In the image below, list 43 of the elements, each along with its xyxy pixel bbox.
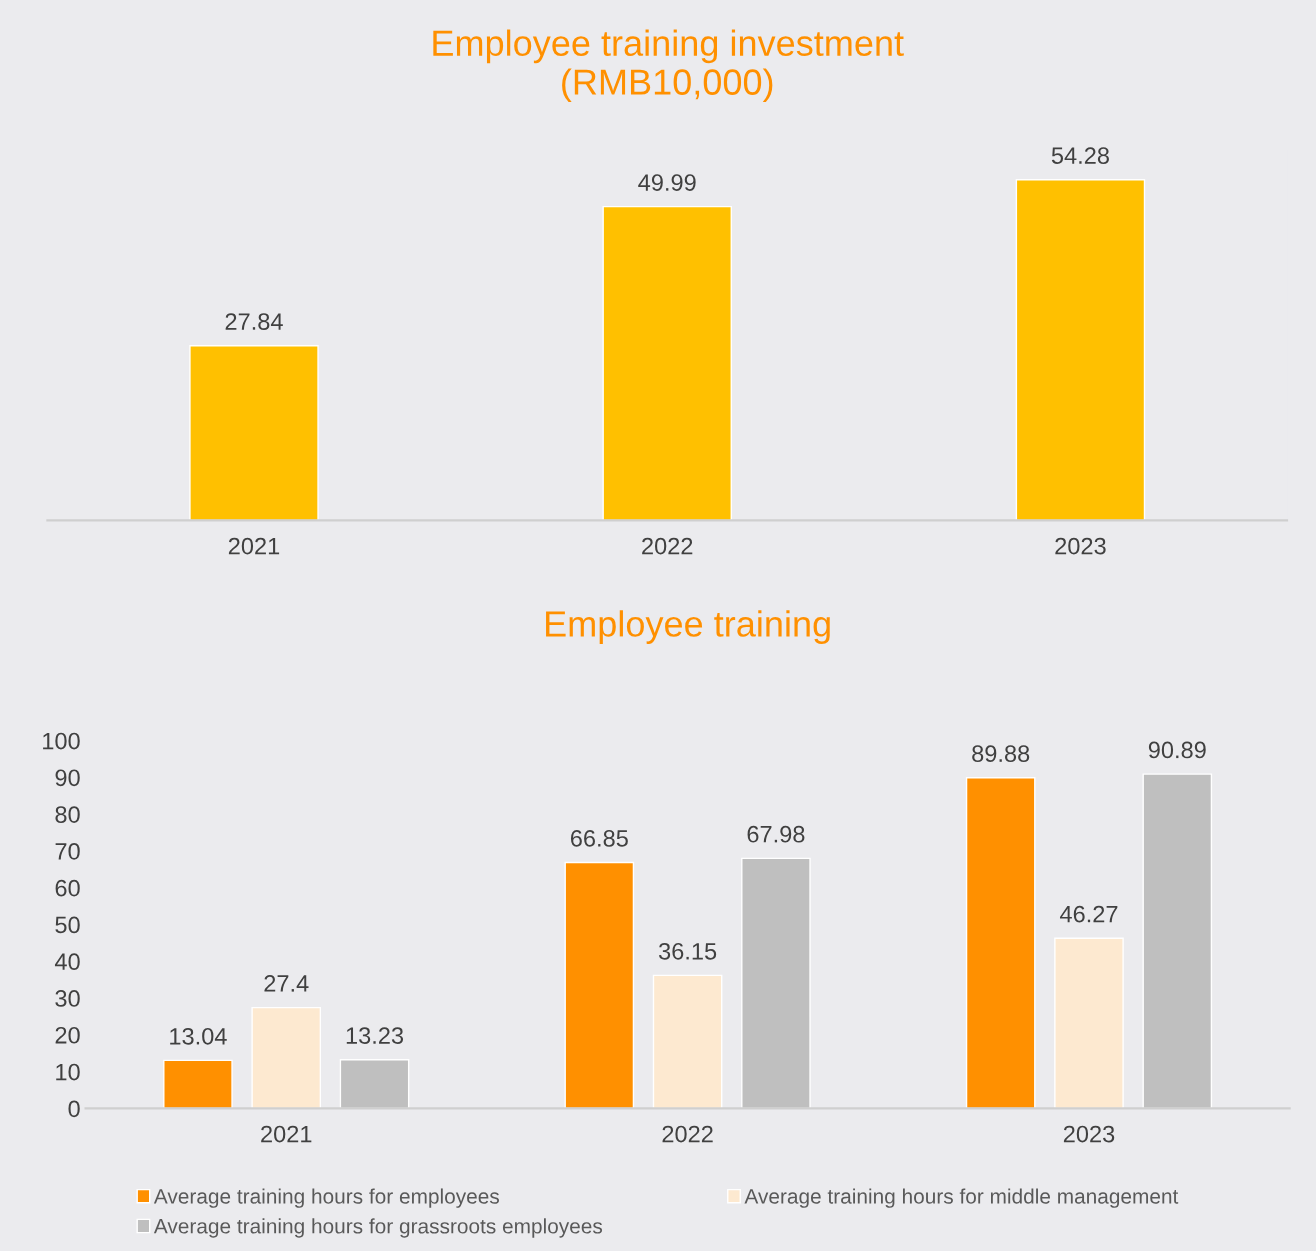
x-tick-label: 2022 — [662, 1125, 713, 1143]
chart-title: Employee training investment (RMB10,000) — [433, 29, 904, 103]
y-tick-label: 80 — [55, 806, 80, 823]
data-label: 67.98 — [747, 825, 805, 843]
x-tick-label: 2021 — [228, 537, 280, 555]
y-tick-label: 20 — [55, 1026, 80, 1044]
y-tick-label: 50 — [55, 916, 80, 934]
y-tick-label: 10 — [56, 1063, 80, 1081]
data-label: 13.04 — [170, 1027, 227, 1045]
data-label: 46.27 — [1059, 905, 1118, 923]
bar — [1054, 937, 1124, 1109]
data-label: 89.88 — [972, 745, 1030, 763]
bar — [339, 1059, 410, 1109]
y-tick-label: 40 — [54, 953, 80, 971]
legend-label: Average training hours for grassroots employees — [153, 1218, 603, 1238]
bar — [564, 861, 635, 1109]
y-tick-label: 100 — [43, 732, 80, 750]
data-label: 36.15 — [658, 942, 717, 960]
bar — [965, 777, 1036, 1109]
legend-label: Average training hours for employees — [153, 1188, 499, 1208]
bar — [741, 857, 811, 1109]
data-label: 13.23 — [346, 1027, 404, 1044]
x-tick-label: 2021 — [261, 1125, 312, 1143]
x-tick-label: 2023 — [1063, 1125, 1115, 1143]
bar — [251, 1006, 322, 1109]
data-label: 27.84 — [225, 313, 283, 330]
data-label: 66.85 — [570, 830, 628, 847]
data-label: 49.99 — [638, 174, 696, 191]
bar — [652, 974, 723, 1109]
y-tick-label: 0 — [68, 1100, 80, 1118]
y-tick-label: 30 — [55, 990, 80, 1007]
data-label: 54.28 — [1051, 147, 1109, 164]
x-tick-label: 2023 — [1055, 537, 1106, 555]
y-tick-label: 60 — [55, 879, 80, 897]
bar — [1142, 773, 1213, 1109]
x-tick-label: 2022 — [642, 537, 693, 555]
data-label: 27.4 — [264, 975, 309, 992]
legend-label: Average training hours for middle management — [744, 1188, 1179, 1208]
chart-title: Employee training — [546, 610, 830, 644]
y-tick-label: 90 — [55, 769, 80, 787]
data-label: 90.89 — [1148, 741, 1206, 759]
bar — [163, 1059, 233, 1109]
y-tick-label: 70 — [55, 843, 80, 860]
